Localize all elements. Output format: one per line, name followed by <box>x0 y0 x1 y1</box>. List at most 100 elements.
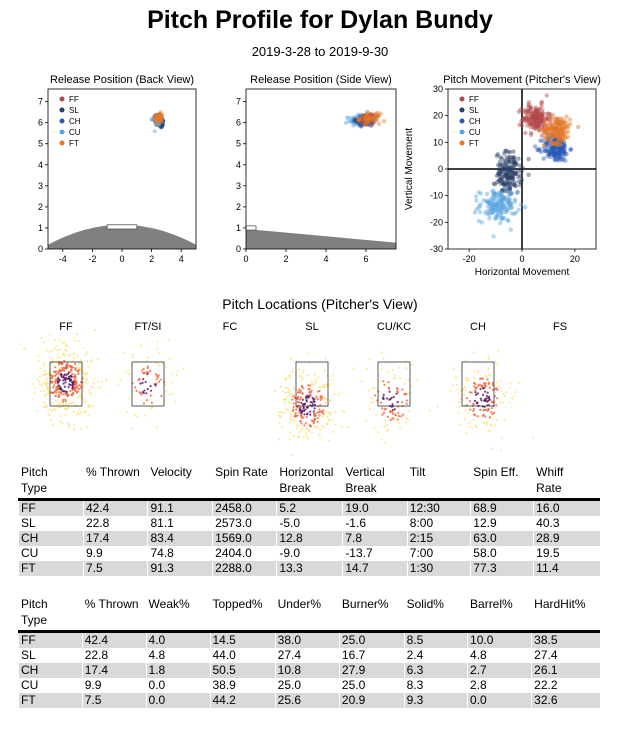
location-point <box>330 378 333 381</box>
release-point <box>375 114 380 119</box>
release-point <box>158 115 164 120</box>
release-point <box>156 119 161 125</box>
release-point <box>154 117 159 122</box>
table-cell: 0.0 <box>145 678 210 693</box>
release-point <box>156 116 162 122</box>
movement-point <box>507 201 513 206</box>
movement-point <box>544 115 549 120</box>
release-point <box>154 121 160 126</box>
movement-point <box>527 121 533 126</box>
release-point <box>373 118 378 123</box>
location-point <box>34 386 37 389</box>
location-point <box>149 369 152 372</box>
table-cell: SL <box>21 516 36 530</box>
release-point <box>152 128 157 134</box>
movement-point <box>525 123 530 128</box>
release-point <box>155 116 160 121</box>
location-point <box>92 377 95 381</box>
movement-point <box>559 123 564 128</box>
column-header: Weak% <box>146 596 210 632</box>
movement-point <box>554 157 559 162</box>
release-point <box>360 118 366 123</box>
location-point <box>386 428 390 431</box>
location-point <box>307 395 311 399</box>
location-point <box>385 397 389 400</box>
release-point <box>351 123 356 128</box>
movement-point <box>558 121 563 126</box>
movement-point <box>549 151 555 156</box>
movement-point <box>537 115 543 121</box>
release-point <box>363 116 369 121</box>
release-point <box>153 119 159 124</box>
movement-point <box>528 116 533 121</box>
movement-point <box>499 203 505 208</box>
movement-point <box>535 115 540 120</box>
release-point <box>158 116 164 122</box>
movement-chart: Pitch Movement (Pitcher's View)-20 0 20-30… <box>404 74 601 278</box>
release-point <box>155 120 161 125</box>
movement-point <box>554 121 559 126</box>
movement-point <box>540 127 545 132</box>
release-point <box>359 119 364 125</box>
release-point <box>154 112 159 118</box>
movement-point <box>497 163 503 168</box>
release-point <box>154 119 160 124</box>
legend-label: CU <box>69 128 81 137</box>
location-point <box>50 362 53 365</box>
strike-zone <box>295 361 329 407</box>
location-point <box>116 383 119 386</box>
movement-point <box>550 126 556 132</box>
table-cell: 27.4 <box>274 648 340 663</box>
release-point <box>365 117 371 122</box>
y-axis-label: Vertical Movement <box>404 128 415 210</box>
location-point <box>405 402 408 405</box>
release-point <box>155 118 160 124</box>
movement-point <box>497 208 502 213</box>
movement-point <box>547 126 553 132</box>
movement-point <box>555 136 561 141</box>
location-point <box>143 414 146 417</box>
movement-point <box>529 114 534 119</box>
location-point <box>497 384 501 388</box>
movement-point <box>565 123 571 129</box>
movement-point <box>488 206 494 212</box>
movement-point <box>552 126 557 131</box>
movement-point <box>560 129 565 135</box>
location-point <box>470 391 473 394</box>
movement-point <box>560 145 565 151</box>
table-cell: CH <box>18 663 83 678</box>
location-point <box>144 380 147 384</box>
release-point <box>155 116 160 121</box>
location-point <box>97 387 100 390</box>
movement-point <box>533 112 539 118</box>
release-point <box>156 119 161 125</box>
movement-point <box>523 117 528 123</box>
table-cell: 17.4 <box>82 531 148 546</box>
release-point <box>157 113 162 119</box>
release-point <box>156 117 162 122</box>
movement-point <box>559 116 565 121</box>
movement-point <box>550 134 555 139</box>
location-point <box>67 422 70 425</box>
movement-point <box>560 138 565 143</box>
release-point <box>155 118 160 124</box>
movement-point <box>499 188 505 193</box>
chart-title: Release Position (Back View) <box>50 74 194 86</box>
release-point <box>155 113 160 119</box>
release-back-chart: Release Position (Back View)-4 -2 0 2 401234… <box>38 74 197 264</box>
location-point <box>78 340 81 343</box>
release-point <box>155 117 161 122</box>
movement-point <box>562 124 568 129</box>
y-tick-label: 3 <box>236 181 241 191</box>
movement-point <box>529 120 534 126</box>
movement-point <box>494 214 499 220</box>
movement-point <box>553 128 559 133</box>
location-point <box>64 413 67 416</box>
release-point <box>356 112 361 117</box>
movement-point <box>555 149 560 155</box>
movement-point <box>534 118 540 123</box>
location-point <box>476 392 480 395</box>
x-tick-label: 0 <box>519 254 524 264</box>
legend-marker <box>459 140 465 146</box>
movement-point <box>540 119 545 124</box>
